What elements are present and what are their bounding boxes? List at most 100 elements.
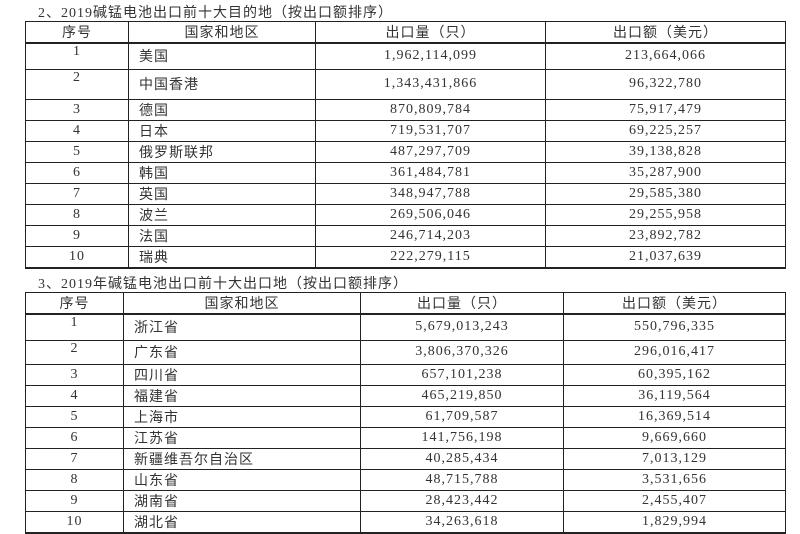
cell-quantity: 48,715,788 xyxy=(360,468,564,491)
cell-amount: 60,395,162 xyxy=(563,363,786,386)
table-row: 6 江苏省 141,756,198 9,669,660 xyxy=(25,426,786,449)
header-rank: 序号 xyxy=(25,21,129,44)
table-row: 3 四川省 657,101,238 60,395,162 xyxy=(25,363,786,386)
cell-amount: 96,322,780 xyxy=(545,68,786,100)
table-row: 6 韩国 361,484,781 35,287,900 xyxy=(25,161,786,184)
cell-region: 江苏省 xyxy=(123,426,361,449)
cell-rank: 4 xyxy=(25,384,124,407)
cell-amount: 16,369,514 xyxy=(563,405,786,428)
cell-quantity: 5,679,013,243 xyxy=(360,313,564,341)
header-amount: 出口额（美元） xyxy=(563,292,786,315)
cell-quantity: 348,947,788 xyxy=(315,182,546,205)
cell-quantity: 246,714,203 xyxy=(315,224,546,247)
cell-rank: 5 xyxy=(25,140,129,163)
cell-rank: 4 xyxy=(25,119,129,142)
cell-rank: 7 xyxy=(25,182,129,205)
cell-region: 上海市 xyxy=(123,405,361,428)
cell-quantity: 222,279,115 xyxy=(315,245,546,269)
table1-title: 2、2019碱锰电池出口前十大目的地（按出口额排序） xyxy=(38,6,393,21)
cell-region: 山东省 xyxy=(123,468,361,491)
cell-amount: 7,013,129 xyxy=(563,447,786,470)
cell-amount: 3,531,656 xyxy=(563,468,786,491)
cell-amount: 1,829,994 xyxy=(563,510,786,534)
cell-rank: 2 xyxy=(25,68,129,100)
cell-region: 韩国 xyxy=(128,161,316,184)
table-row: 8 波兰 269,506,046 29,255,958 xyxy=(25,203,786,226)
cell-region: 波兰 xyxy=(128,203,316,226)
cell-region: 法国 xyxy=(128,224,316,247)
header-rank: 序号 xyxy=(25,292,124,315)
table-row: 1 美国 1,962,114,099 213,664,066 xyxy=(25,42,786,70)
cell-rank: 3 xyxy=(25,363,124,386)
cell-region: 浙江省 xyxy=(123,313,361,341)
export-destinations-table: 序号 国家和地区 出口量（只） 出口额（美元） 1 美国 1,962,114,099 213,… xyxy=(25,21,786,269)
table-row: 5 上海市 61,709,587 16,369,514 xyxy=(25,405,786,428)
table-row: 10 湖北省 34,263,618 1,829,994 xyxy=(25,510,786,534)
cell-amount: 23,892,782 xyxy=(545,224,786,247)
table-row: 2 广东省 3,806,370,326 296,016,417 xyxy=(25,339,786,365)
table-row: 9 法国 246,714,203 23,892,782 xyxy=(25,224,786,247)
cell-amount: 29,255,958 xyxy=(545,203,786,226)
cell-quantity: 28,423,442 xyxy=(360,489,564,512)
cell-rank: 2 xyxy=(25,339,124,365)
cell-region: 中国香港 xyxy=(128,68,316,100)
cell-amount: 21,037,639 xyxy=(545,245,786,269)
cell-amount: 35,287,900 xyxy=(545,161,786,184)
cell-rank: 1 xyxy=(25,313,124,341)
header-amount: 出口额（美元） xyxy=(545,21,786,44)
cell-region: 英国 xyxy=(128,182,316,205)
cell-amount: 29,585,380 xyxy=(545,182,786,205)
cell-rank: 10 xyxy=(25,510,124,534)
cell-region: 湖北省 xyxy=(123,510,361,534)
cell-rank: 9 xyxy=(25,224,129,247)
cell-region: 四川省 xyxy=(123,363,361,386)
table-row: 7 英国 348,947,788 29,585,380 xyxy=(25,182,786,205)
cell-region: 美国 xyxy=(128,42,316,70)
table2-title: 3、2019年碱锰电池出口前十大出口地（按出口额排序） xyxy=(38,277,408,292)
header-quantity: 出口量（只） xyxy=(360,292,564,315)
header-region: 国家和地区 xyxy=(128,21,316,44)
cell-region: 俄罗斯联邦 xyxy=(128,140,316,163)
cell-quantity: 40,285,434 xyxy=(360,447,564,470)
table-row: 4 日本 719,531,707 69,225,257 xyxy=(25,119,786,142)
cell-region: 广东省 xyxy=(123,339,361,365)
header-row: 序号 国家和地区 出口量（只） 出口额（美元） xyxy=(25,292,786,315)
table-row: 3 德国 870,809,784 75,917,479 xyxy=(25,98,786,121)
cell-rank: 6 xyxy=(25,161,129,184)
cell-quantity: 870,809,784 xyxy=(315,98,546,121)
cell-amount: 39,138,828 xyxy=(545,140,786,163)
cell-quantity: 487,297,709 xyxy=(315,140,546,163)
table-row: 5 俄罗斯联邦 487,297,709 39,138,828 xyxy=(25,140,786,163)
cell-rank: 8 xyxy=(25,468,124,491)
table-row: 7 新疆维吾尔自治区 40,285,434 7,013,129 xyxy=(25,447,786,470)
cell-rank: 1 xyxy=(25,42,129,70)
cell-rank: 5 xyxy=(25,405,124,428)
header-region: 国家和地区 xyxy=(123,292,361,315)
cell-quantity: 61,709,587 xyxy=(360,405,564,428)
table-row: 2 中国香港 1,343,431,866 96,322,780 xyxy=(25,68,786,100)
cell-quantity: 719,531,707 xyxy=(315,119,546,142)
cell-quantity: 141,756,198 xyxy=(360,426,564,449)
header-quantity: 出口量（只） xyxy=(315,21,546,44)
table-row: 10 瑞典 222,279,115 21,037,639 xyxy=(25,245,786,269)
table-row: 9 湖南省 28,423,442 2,455,407 xyxy=(25,489,786,512)
header-row: 序号 国家和地区 出口量（只） 出口额（美元） xyxy=(25,21,786,44)
cell-amount: 296,016,417 xyxy=(563,339,786,365)
cell-rank: 8 xyxy=(25,203,129,226)
table-row: 1 浙江省 5,679,013,243 550,796,335 xyxy=(25,313,786,341)
cell-region: 湖南省 xyxy=(123,489,361,512)
cell-quantity: 361,484,781 xyxy=(315,161,546,184)
cell-region: 德国 xyxy=(128,98,316,121)
export-origins-table: 序号 国家和地区 出口量（只） 出口额（美元） 1 浙江省 5,679,013,243 550… xyxy=(25,292,786,534)
cell-quantity: 657,101,238 xyxy=(360,363,564,386)
cell-quantity: 1,343,431,866 xyxy=(315,68,546,100)
cell-amount: 9,669,660 xyxy=(563,426,786,449)
cell-region: 瑞典 xyxy=(128,245,316,269)
cell-quantity: 3,806,370,326 xyxy=(360,339,564,365)
cell-rank: 7 xyxy=(25,447,124,470)
cell-amount: 36,119,564 xyxy=(563,384,786,407)
cell-quantity: 34,263,618 xyxy=(360,510,564,534)
table-row: 8 山东省 48,715,788 3,531,656 xyxy=(25,468,786,491)
table-row: 4 福建省 465,219,850 36,119,564 xyxy=(25,384,786,407)
cell-quantity: 1,962,114,099 xyxy=(315,42,546,70)
